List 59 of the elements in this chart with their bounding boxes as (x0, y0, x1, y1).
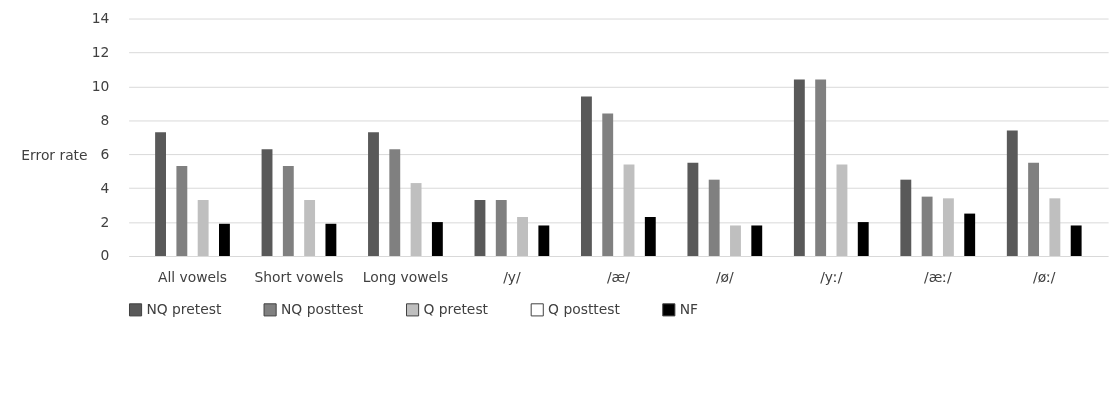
bar (751, 225, 763, 256)
x-tick-label: /æ/ (606, 269, 631, 286)
bar (1070, 225, 1082, 256)
bar (1028, 162, 1040, 256)
x-tick-label: Long vowels (362, 269, 449, 286)
bar (602, 113, 614, 256)
bar (1049, 198, 1061, 256)
y-tick-label: 12 (91, 43, 110, 60)
bar (623, 164, 635, 256)
bar (410, 183, 422, 256)
y-tick-label: 10 (91, 77, 110, 94)
bar (793, 79, 805, 256)
bar (368, 132, 379, 256)
bar (495, 200, 507, 256)
bar (857, 222, 869, 256)
bar (325, 223, 337, 256)
y-tick-label: 2 (100, 213, 110, 230)
x-tick-label: /øː/ (1032, 269, 1056, 286)
bar (900, 179, 912, 256)
legend-label: NQ pretest (146, 300, 222, 317)
bar (708, 179, 720, 256)
bar (964, 213, 976, 256)
x-tick-label: /yː/ (820, 269, 843, 286)
legend-label: Q posttest (548, 300, 621, 317)
x-tick-label: /y/ (503, 269, 521, 286)
bar (1006, 130, 1018, 256)
bar (517, 216, 528, 256)
y-tick-label: 14 (91, 10, 110, 26)
y-tick-label: 0 (100, 247, 110, 264)
bar (580, 96, 592, 256)
bar (474, 200, 486, 256)
legend-label: NQ posttest (280, 300, 364, 317)
legend-label: Q pretest (423, 300, 489, 317)
bar (304, 200, 316, 256)
bar (538, 225, 550, 256)
bar (389, 149, 401, 256)
bar (431, 222, 443, 256)
bar (197, 200, 209, 256)
bar (261, 149, 273, 256)
legend-label: NF (679, 300, 699, 317)
x-tick-label: /æː/ (923, 269, 952, 286)
bar (942, 198, 954, 256)
y-tick-label: 4 (100, 179, 110, 196)
bar (155, 132, 166, 256)
x-tick-label: /ø/ (715, 269, 735, 286)
bar (644, 216, 656, 256)
x-tick-label: All vowels (157, 269, 228, 286)
bar (815, 79, 827, 256)
bar (836, 164, 848, 256)
bar (219, 223, 230, 256)
bar (730, 225, 741, 256)
bar (687, 162, 699, 256)
bar (176, 166, 188, 256)
y-tick-label: 8 (100, 111, 110, 128)
bar (282, 166, 294, 256)
bar (921, 196, 933, 256)
y-tick-label: 6 (100, 145, 110, 162)
x-tick-label: Short vowels (254, 269, 344, 286)
y-axis-title: Error rate (21, 146, 88, 163)
